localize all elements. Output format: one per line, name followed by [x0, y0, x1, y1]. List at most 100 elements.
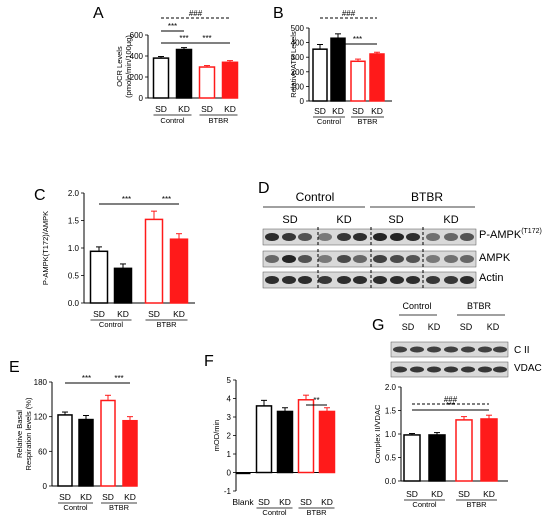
blot-band — [426, 233, 440, 241]
y-tick-label: 5 — [227, 376, 232, 385]
panel-label-d: D — [258, 180, 270, 197]
blot-band — [426, 276, 440, 284]
y-tick-label: 0 — [139, 94, 144, 103]
blot-band — [282, 276, 296, 284]
bar — [403, 434, 421, 482]
blot-band — [298, 276, 312, 284]
significance-label: *** — [179, 34, 188, 43]
y-axis-label: Relative BasalRespiration levels (%) — [15, 397, 33, 470]
y-tick-label: 180 — [34, 378, 48, 387]
category-label: KD — [483, 489, 495, 499]
blot-band — [493, 366, 507, 373]
group-label: Control — [262, 508, 287, 517]
group-label: BTBR — [466, 500, 487, 509]
blot-d-strips — [262, 227, 477, 290]
y-tick-label: 1.5 — [385, 407, 397, 416]
y-tick-label: 2.0 — [68, 189, 80, 198]
bar — [89, 250, 109, 304]
bar — [169, 238, 189, 304]
chart-panel-c: 0.0 0.5 1.0 1.5 2.0 P-AMPK(T172)/AMPK SD KD SD KD… — [41, 189, 195, 329]
blot-d-cond-3: SD — [388, 214, 403, 226]
blot-band — [298, 255, 312, 263]
y-tick-label: 0.5 — [68, 272, 80, 281]
y-tick-label: 0.5 — [385, 454, 397, 463]
category-label: KD — [431, 489, 443, 499]
y-tick-label: 400 — [130, 52, 144, 61]
y-tick-label: 120 — [34, 413, 48, 422]
panel-label-a: A — [93, 5, 104, 22]
y-axis-label: mOD/min — [212, 420, 221, 452]
blot-d-row-label-3: Actin — [479, 272, 503, 284]
group-label: Control — [160, 116, 185, 125]
bar — [480, 418, 498, 482]
blot-band — [427, 346, 441, 353]
blot-band — [282, 255, 296, 263]
category-label: SD — [155, 104, 167, 114]
group-label: Control — [317, 117, 342, 126]
blot-band — [393, 366, 407, 373]
blot-band — [460, 255, 474, 263]
blot-band — [460, 233, 474, 241]
blot-g-row-label-1: C II — [514, 345, 530, 356]
group-label: BTBR — [306, 508, 327, 517]
significance-label: *** — [168, 22, 177, 31]
blot-band — [393, 346, 407, 353]
blot-band — [337, 276, 351, 284]
y-tick-label: 3 — [227, 413, 232, 422]
y-axis-label-line: OCR Levels — [115, 46, 124, 87]
panel-label-e: E — [9, 359, 20, 376]
y-tick-label: 500 — [291, 24, 305, 33]
blot-g-strips — [390, 341, 509, 378]
blot-band — [337, 233, 351, 241]
group-label: BTBR — [357, 117, 378, 126]
western-blot-d: Control BTBR SD KD SD KD P-AMPK(T172) AM… — [262, 190, 542, 290]
blot-band — [461, 366, 475, 373]
significance-label: ### — [444, 395, 458, 404]
bar — [122, 419, 138, 487]
blot-band — [318, 276, 332, 284]
y-tick-label: 60 — [38, 447, 47, 456]
group-label: Control — [99, 320, 124, 329]
y-tick-label: 600 — [130, 31, 144, 40]
panel-label-g: G — [372, 317, 384, 334]
significance-label: ### — [189, 9, 203, 18]
category-label: KD — [279, 497, 291, 507]
blot-band — [410, 366, 424, 373]
blot-band — [373, 276, 387, 284]
significance-label: ** — [313, 396, 319, 405]
significance-label: *** — [162, 195, 171, 204]
category-label: SD — [201, 104, 213, 114]
blot-band — [353, 233, 367, 241]
blot-d-group-control: Control — [296, 190, 335, 204]
bar — [428, 434, 446, 482]
bar — [369, 53, 385, 102]
y-tick-label: 200 — [291, 68, 305, 77]
blot-band — [390, 255, 404, 263]
bar — [297, 399, 315, 474]
blot-band — [444, 255, 458, 263]
blot-d-row-label-1: P-AMPK(T172) — [479, 228, 542, 241]
bar — [144, 218, 164, 304]
blot-band — [460, 276, 474, 284]
blot-band — [353, 255, 367, 263]
blot-band — [410, 346, 424, 353]
blot-band — [406, 255, 420, 263]
blot-band — [461, 346, 475, 353]
significance-label: *** — [122, 195, 131, 204]
blot-band — [298, 233, 312, 241]
blot-band — [478, 346, 492, 353]
group-label: Control — [412, 500, 437, 509]
blot-band — [427, 366, 441, 373]
bar — [221, 61, 239, 99]
blot-band — [265, 255, 279, 263]
y-tick-label: 1.5 — [68, 217, 80, 226]
y-tick-label: 1.0 — [68, 244, 80, 253]
y-tick-label: 0.0 — [68, 299, 80, 308]
blot-d-row-label-2: AMPK — [479, 252, 511, 264]
chart-panel-e: 0 60 120 180 Relative BasalRespiration level… — [15, 374, 138, 512]
blot-band — [444, 276, 458, 284]
panel-label-f: F — [204, 353, 214, 370]
bar — [330, 37, 346, 102]
